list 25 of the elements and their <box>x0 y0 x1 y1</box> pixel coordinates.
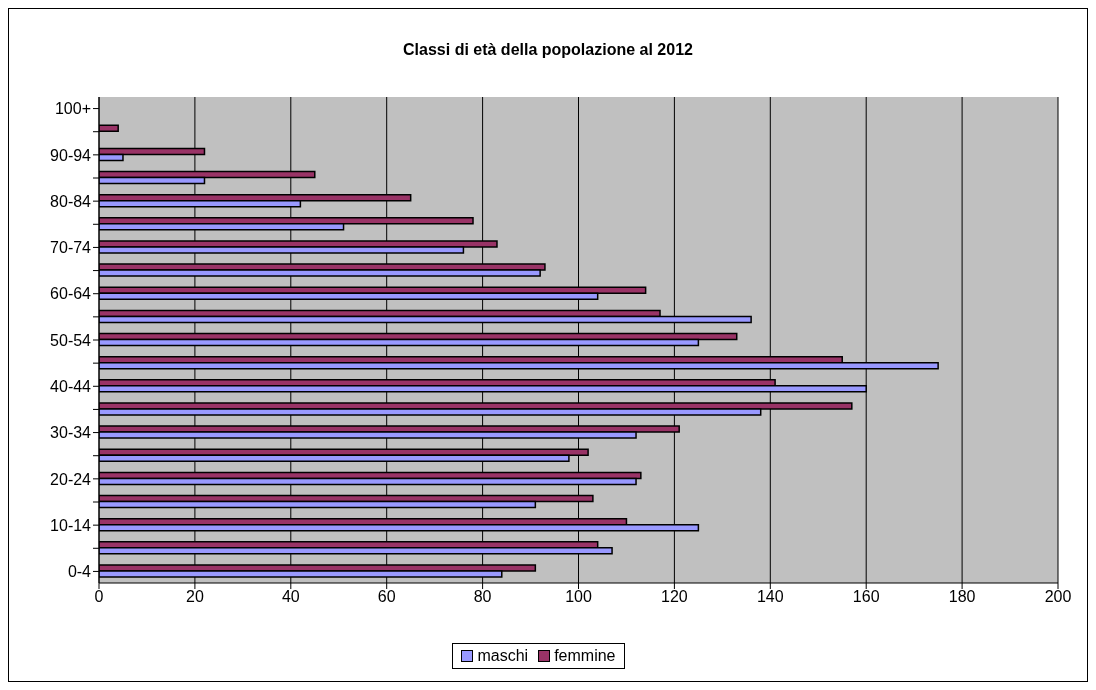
y-tick-label: 60-64 <box>50 285 92 303</box>
x-tick-label: 0 <box>94 588 104 606</box>
y-tick-label: 40-44 <box>50 377 92 395</box>
x-tick-label: 80 <box>473 588 492 606</box>
legend-label: maschi <box>476 647 529 665</box>
y-tick-label: 30-34 <box>50 424 92 442</box>
x-tick-label: 180 <box>948 588 976 606</box>
x-tick-label: 40 <box>281 588 300 606</box>
y-tick-label: 100+ <box>54 100 91 118</box>
x-tick-label: 120 <box>661 588 688 606</box>
y-tick-label: 80-84 <box>50 192 92 210</box>
x-tick-label: 200 <box>1044 588 1072 606</box>
x-tick-label: 160 <box>852 588 880 606</box>
x-tick-label: 140 <box>756 588 784 606</box>
chart-title: Classi di età della popolazione al 2012 <box>402 41 694 59</box>
x-tick-label: 20 <box>186 588 204 606</box>
y-tick-label: 10-14 <box>50 516 92 534</box>
y-tick-label: 50-54 <box>50 331 92 349</box>
y-tick-label: 20-24 <box>50 470 92 488</box>
y-tick-label: 0-4 <box>67 563 92 581</box>
legend-label: femmine <box>553 647 616 665</box>
y-tick-label: 70-74 <box>50 239 92 257</box>
x-tick-label: 60 <box>377 588 396 606</box>
y-tick-label: 90-94 <box>50 146 92 164</box>
x-tick-label: 100 <box>565 588 592 606</box>
